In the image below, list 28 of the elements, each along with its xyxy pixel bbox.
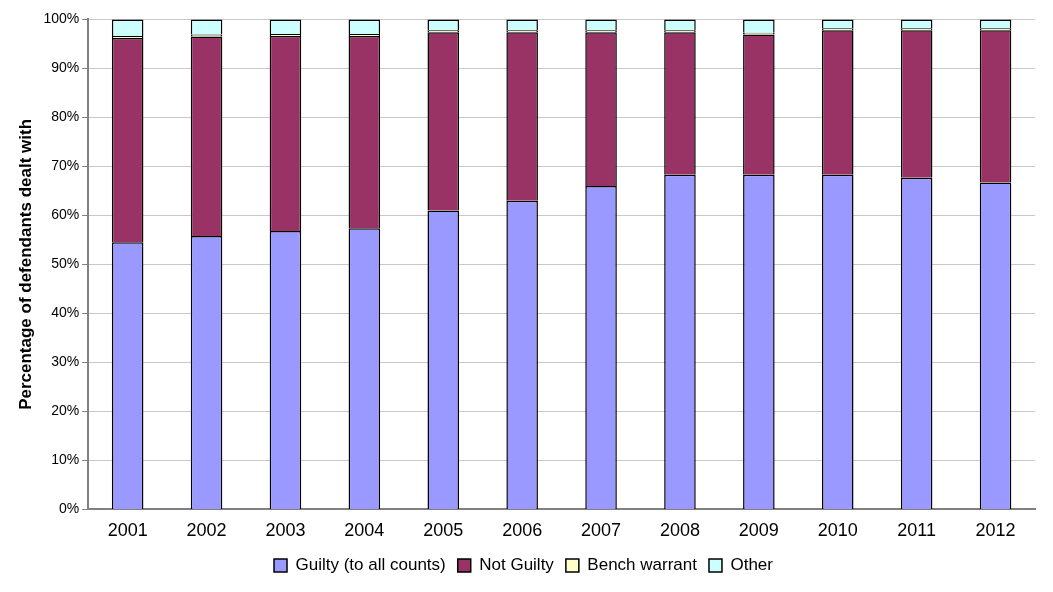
x-tick-label: 2012	[975, 520, 1016, 541]
x-tick-label: 2008	[659, 520, 700, 541]
y-tick-label: 90%	[51, 59, 80, 76]
legend-label: Guilty (to all counts)	[295, 555, 446, 575]
y-tick-label: 70%	[51, 157, 80, 174]
x-tick-label: 2002	[186, 520, 227, 541]
y-tick-label: 80%	[51, 108, 80, 125]
y-tick-label: 100%	[43, 10, 80, 27]
y-axis-title: Percentage of defendants dealt with	[15, 118, 35, 410]
y-tick-label: 40%	[51, 304, 80, 321]
x-tick-label: 2006	[502, 520, 543, 541]
legend-label: Other	[730, 555, 774, 575]
x-tick-label: 2005	[423, 520, 464, 541]
x-tick-label: 2001	[107, 520, 148, 541]
legend-label: Bench warrant	[587, 555, 698, 575]
x-tick-label: 2011	[897, 520, 937, 541]
legend-label: Not Guilty	[479, 555, 555, 575]
x-tick-label: 2007	[581, 520, 622, 541]
x-tick-label: 2009	[738, 520, 779, 541]
y-tick-label: 30%	[51, 353, 80, 370]
x-tick-label: 2010	[817, 520, 858, 541]
x-tick-label: 2004	[344, 520, 385, 541]
y-tick-label: 60%	[51, 206, 80, 223]
y-tick-label: 50%	[51, 255, 80, 272]
y-tick-label: 20%	[51, 402, 80, 419]
x-tick-label: 2003	[265, 520, 306, 541]
y-tick-label: 0%	[58, 500, 80, 517]
y-tick-label: 10%	[51, 451, 80, 468]
